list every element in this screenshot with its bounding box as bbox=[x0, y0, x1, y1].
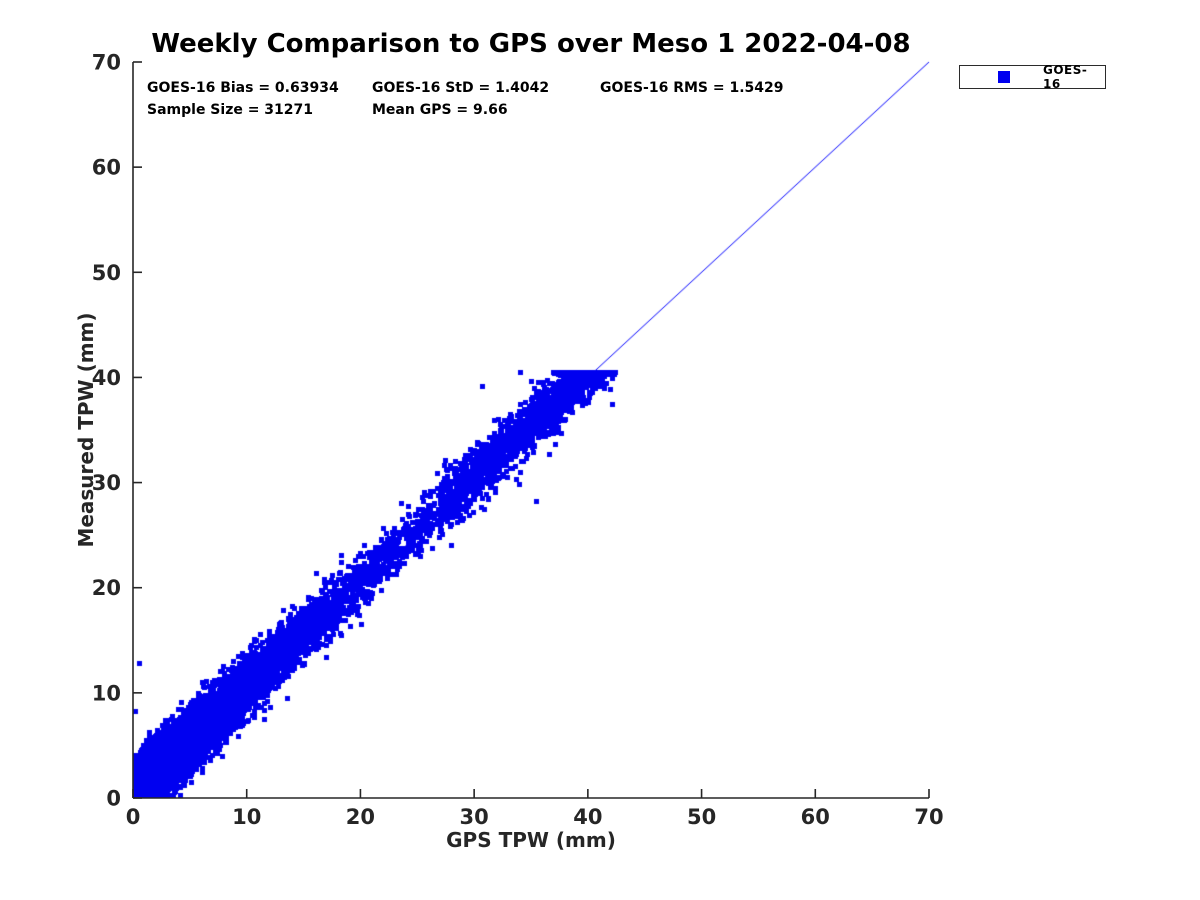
stat-bias: GOES-16 Bias = 0.63934 bbox=[147, 80, 339, 96]
stat-sample-size: Sample Size = 31271 bbox=[147, 102, 314, 118]
stat-rms: GOES-16 RMS = 1.5429 bbox=[600, 80, 784, 96]
y-axis-label: Measured TPW (mm) bbox=[74, 312, 98, 548]
chart-title: Weekly Comparison to GPS over Meso 1 202… bbox=[151, 29, 911, 59]
legend-label: GOES-16 bbox=[1043, 63, 1088, 91]
legend-marker-square-icon bbox=[998, 71, 1010, 83]
stat-std: GOES-16 StD = 1.4042 bbox=[372, 80, 550, 96]
x-axis-label: GPS TPW (mm) bbox=[446, 828, 616, 852]
stat-mean-gps: Mean GPS = 9.66 bbox=[372, 102, 508, 118]
legend-box: GOES-16 bbox=[959, 63, 1106, 91]
